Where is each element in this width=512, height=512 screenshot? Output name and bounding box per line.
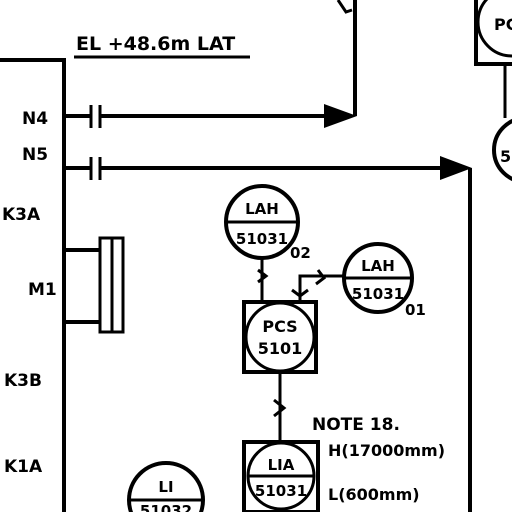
n5-arrowhead xyxy=(440,156,472,180)
lah-02-loop: 51031 xyxy=(236,230,288,248)
pcs-function: PCS xyxy=(262,317,297,336)
signal-link-lah02-to-pcs xyxy=(257,258,269,302)
lah-01-suffix: 01 xyxy=(405,301,426,319)
instrument-lah-01[interactable]: LAH 51031 xyxy=(342,242,414,314)
pcs-loop: 5101 xyxy=(258,339,303,358)
lah-02-suffix: 02 xyxy=(290,244,311,262)
signal-link-lah01-to-pcs xyxy=(291,269,344,302)
lia-loop: 51031 xyxy=(255,482,307,500)
note-low-level: L(600mm) xyxy=(328,485,420,504)
instrument-li-51032-partial[interactable]: LI 51032 xyxy=(127,461,205,512)
side-tag-k1a: K1A xyxy=(4,457,43,477)
li-function: LI xyxy=(158,478,173,496)
li-loop: 51032 xyxy=(140,502,192,512)
partial-right-label: 5 xyxy=(500,147,511,166)
lah-01-function: LAH xyxy=(361,257,395,275)
side-tag-m1: M1 xyxy=(28,280,57,300)
note-reference: NOTE 18. xyxy=(312,415,400,435)
stream-tag-n5: N5 xyxy=(22,145,48,165)
signal-link-pcs-to-lia xyxy=(273,372,287,442)
instrument-pcs-5101[interactable]: PCS 5101 xyxy=(242,300,318,374)
m1-nozzle-flange xyxy=(64,236,125,334)
instrument-partial-right[interactable]: 5 xyxy=(492,118,512,182)
side-tag-k3a: K3A xyxy=(2,205,41,225)
instrument-lah-02[interactable]: LAH 51031 xyxy=(224,184,300,260)
instrument-lia-51031[interactable]: LIA 51031 xyxy=(242,440,320,512)
note-high-level: H(17000mm) xyxy=(328,441,445,460)
side-tag-k3b: K3B xyxy=(4,371,42,391)
top-hook-mark xyxy=(336,0,353,14)
stream-tag-n4: N4 xyxy=(22,109,48,129)
instrument-pc-partial-top[interactable]: PC xyxy=(474,0,512,66)
lah-02-function: LAH xyxy=(245,200,279,218)
n4-arrowhead xyxy=(324,104,357,128)
elevation-label: EL +48.6m LAT xyxy=(76,33,235,55)
pc-top-function: PC xyxy=(494,15,512,34)
left-boundary-line xyxy=(0,58,66,512)
lia-function: LIA xyxy=(268,456,295,474)
lah-01-loop: 51031 xyxy=(352,285,404,303)
